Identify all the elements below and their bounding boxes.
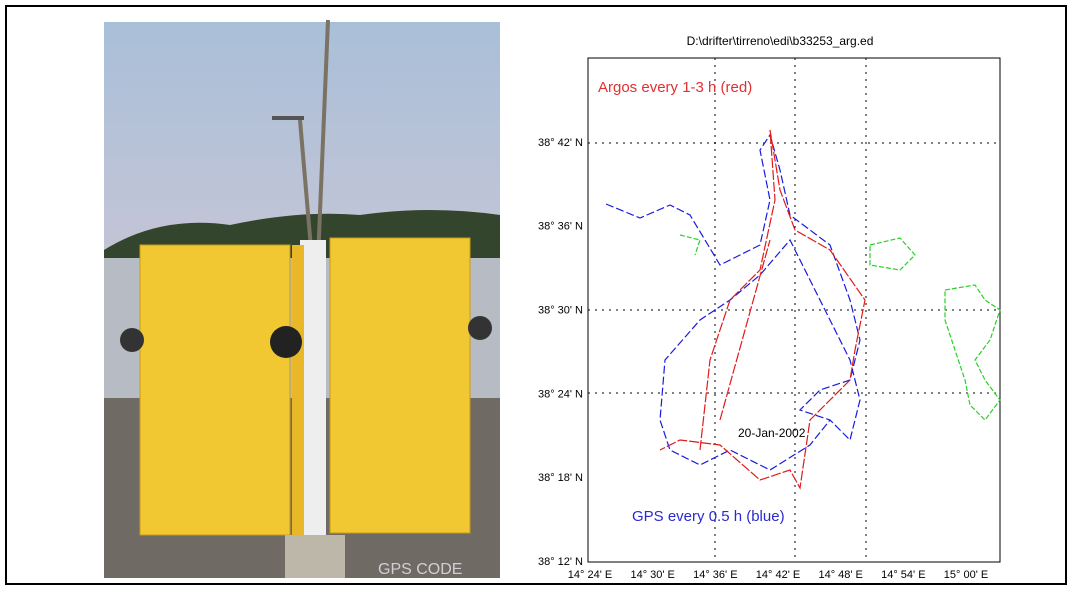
- x-tick-label: 14° 42' E: [756, 569, 800, 581]
- x-tick-label: 14° 48' E: [818, 569, 862, 581]
- y-tick-label: 38° 24' N: [538, 388, 583, 400]
- date-note: 20-Jan-2002: [738, 426, 806, 440]
- frame: [5, 5, 1067, 585]
- x-tick-label: 14° 30' E: [630, 569, 674, 581]
- grid: [588, 58, 1000, 562]
- y-tick-label: 38° 36' N: [538, 221, 583, 233]
- y-tick-label: 38° 12' N: [538, 556, 583, 568]
- x-tick-label: 15° 00' E: [944, 569, 988, 581]
- x-tick-label: 14° 36' E: [693, 569, 737, 581]
- tracks: [605, 129, 1001, 490]
- x-tick-label: 14° 54' E: [881, 569, 925, 581]
- y-tick-label: 38° 30' N: [538, 305, 583, 317]
- photo-caption: GPS CODE: [378, 561, 462, 578]
- plot-title: D:\drifter\tirreno\edi\b33253_arg.ed: [687, 34, 874, 48]
- gps-note: GPS every 0.5 h (blue): [632, 508, 785, 525]
- plot: D:\drifter\tirreno\edi\b33253_arg.ed Arg…: [538, 34, 1001, 581]
- photo: GPS CODE: [104, 19, 500, 578]
- x-tick-label: 14° 24' E: [568, 569, 612, 581]
- y-tick-label: 38° 42' N: [538, 137, 583, 149]
- argos-note: Argos every 1-3 h (red): [598, 79, 752, 96]
- y-tick-label: 38° 18' N: [538, 472, 583, 484]
